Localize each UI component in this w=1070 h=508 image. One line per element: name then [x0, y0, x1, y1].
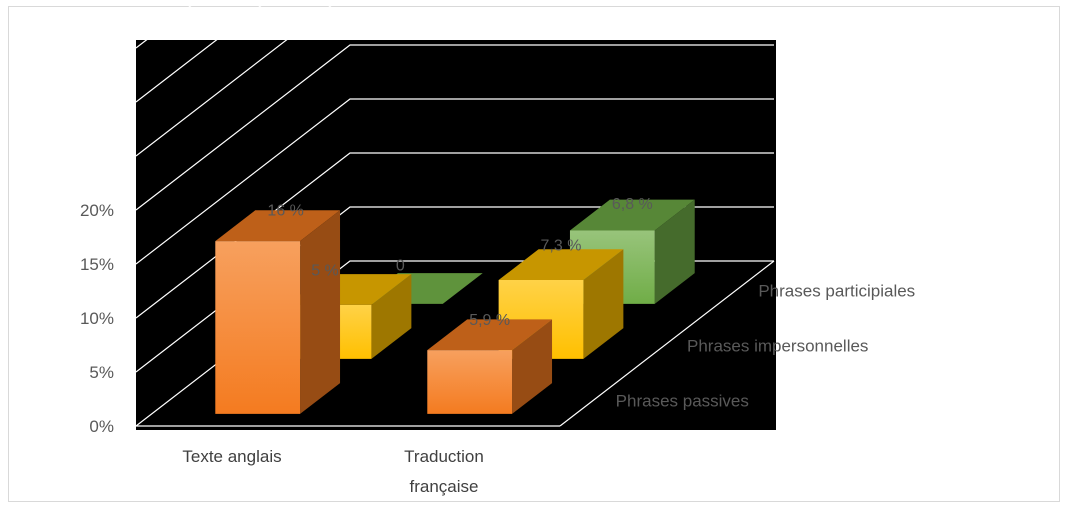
gridline-5	[135, 0, 340, 157]
x-axis-labels: Texte anglais Traduction française	[182, 447, 483, 496]
y-tick-2: 10%	[80, 309, 114, 328]
floor-edge	[559, 260, 775, 427]
data-label-s1-c1: 7,3 %	[541, 238, 582, 255]
bar-phrases-passives-1	[427, 319, 553, 414]
data-label-s2-c1: 6,8 %	[612, 196, 653, 213]
x-category-0: Texte anglais	[182, 447, 281, 466]
data-label-s0-c0: 16 %	[267, 203, 303, 220]
gridline-3	[135, 98, 774, 265]
y-tick-0: 0%	[89, 417, 114, 436]
x-category-1-line0: Traduction	[404, 447, 484, 466]
series-depth-labels: Phrases passives Phrases impersonnelles Ph…	[616, 282, 916, 411]
data-labels: 0 6,8 % 5 % 7,3 % 16 % 5,9 %	[267, 196, 652, 329]
data-label-s1-c0: 5 %	[311, 263, 339, 280]
gridline-2	[135, 152, 774, 319]
y-axis-labels: 0% 5% 10% 15% 20%	[80, 201, 114, 436]
x-category-1-line1: française	[410, 477, 479, 496]
chart-frame	[8, 6, 1060, 502]
data-label-s0-c1: 5,9 %	[469, 312, 510, 329]
gridline-4	[135, 44, 774, 211]
data-label-s2-c0: 0	[396, 258, 405, 275]
y-tick-3: 15%	[80, 255, 114, 274]
series-label-0: Phrases passives	[616, 392, 749, 411]
gridline-6	[135, 0, 270, 103]
series-label-2: Phrases participiales	[758, 282, 915, 301]
series-label-1: Phrases impersonnelles	[687, 337, 868, 356]
bar-phrases-passives-0	[215, 210, 341, 414]
y-tick-4: 20%	[80, 201, 114, 220]
y-tick-1: 5%	[89, 363, 114, 382]
bars	[215, 199, 695, 414]
